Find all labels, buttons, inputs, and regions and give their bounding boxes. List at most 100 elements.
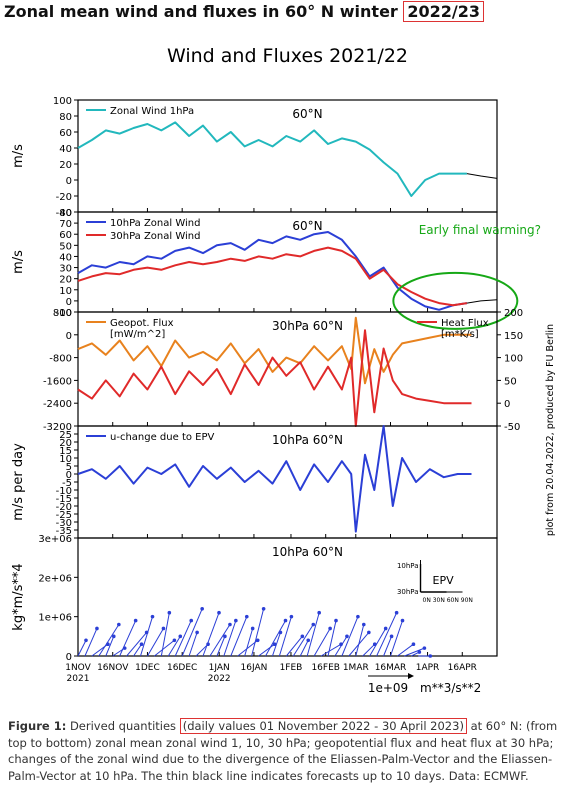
epv-arrowhead bbox=[411, 642, 416, 646]
epv-arrow bbox=[265, 620, 286, 657]
epv-arrowhead bbox=[356, 614, 360, 619]
y-tick-label: -35 bbox=[56, 526, 72, 537]
inset-bottom-label: 30hPa bbox=[397, 588, 419, 596]
y-tick-label: -40 bbox=[56, 208, 72, 219]
y-tick-label: -5 bbox=[62, 478, 72, 489]
x-year-label: 2021 bbox=[67, 674, 90, 684]
y-tick-label: 10 bbox=[59, 454, 72, 465]
panel-2 bbox=[74, 211, 519, 330]
epv-arrowhead bbox=[161, 626, 166, 631]
epv-arrowhead bbox=[133, 618, 138, 623]
epv-arrow bbox=[334, 636, 348, 657]
epv-arrowhead bbox=[223, 634, 227, 639]
legend-label: u-change due to EPV bbox=[110, 432, 215, 443]
y-tick-label: 15 bbox=[59, 446, 72, 457]
x-year-label: 2022 bbox=[208, 674, 231, 684]
y-tick-label: -10 bbox=[56, 308, 72, 319]
series-line bbox=[77, 425, 472, 533]
y-tick-label: 10 bbox=[59, 286, 72, 297]
epv-arrow bbox=[244, 628, 254, 657]
epv-arrowhead bbox=[244, 614, 249, 619]
epv-arrow bbox=[216, 636, 226, 657]
epv-arrowhead bbox=[389, 634, 394, 639]
epv-arrow bbox=[181, 608, 203, 657]
panel-label: 10hPa 60°N bbox=[272, 545, 343, 559]
epv-arrow bbox=[167, 636, 181, 657]
epv-arrow bbox=[133, 643, 142, 657]
epv-arrowhead bbox=[228, 622, 232, 627]
epv-arrow bbox=[98, 624, 120, 657]
y-tick-label: -20 bbox=[56, 192, 72, 203]
epv-arrowhead bbox=[334, 618, 338, 623]
x-tick-label: 16NOV bbox=[97, 663, 129, 673]
epv-arrowhead bbox=[117, 622, 121, 627]
y-tick-label: 1e+06 bbox=[38, 613, 72, 624]
epv-arrowhead bbox=[278, 630, 283, 635]
y-tick-label: -3200 bbox=[43, 422, 72, 433]
y-axis-label: m/s bbox=[11, 144, 26, 168]
x-tick-label: 16JAN bbox=[241, 663, 268, 673]
inset-x-labels: 0N 30N 60N 90N bbox=[423, 597, 473, 604]
legend-label: Geopot. Flux bbox=[110, 318, 174, 329]
epv-arrowhead bbox=[195, 630, 199, 635]
y-tick-label: 80 bbox=[59, 208, 72, 219]
inset-title: EPV bbox=[433, 574, 455, 587]
y-tick-label: -2400 bbox=[43, 399, 72, 410]
x-tick-label: 16FEB bbox=[311, 663, 340, 673]
legend-label: Heat Flux bbox=[441, 318, 489, 329]
epv-arrowhead bbox=[84, 638, 88, 643]
y-tick-label: -10 bbox=[56, 486, 72, 497]
epv-arrow bbox=[188, 632, 198, 657]
y-tick-label: 0 bbox=[66, 652, 72, 663]
epv-arrowhead bbox=[311, 622, 316, 627]
epv-arrowhead bbox=[111, 634, 116, 639]
epv-arrowhead bbox=[383, 626, 388, 631]
epv-arrow bbox=[362, 643, 376, 657]
epv-arrowhead bbox=[172, 638, 177, 643]
y-tick-label: 20 bbox=[59, 438, 72, 449]
right-y-tick-label: 100 bbox=[504, 354, 523, 365]
y-tick-label: 60 bbox=[59, 128, 72, 139]
epv-arrowhead bbox=[200, 607, 204, 611]
epv-arrowhead bbox=[139, 642, 144, 646]
title-year-highlight: 2022/23 bbox=[403, 1, 485, 22]
title-prefix: Zonal mean wind and fluxes in 60° N wint… bbox=[4, 2, 404, 21]
y-tick-label: 40 bbox=[59, 252, 72, 263]
epv-arrow bbox=[383, 636, 393, 657]
y-tick-label: -800 bbox=[49, 354, 72, 365]
epv-arrow bbox=[230, 616, 248, 657]
y-tick-label: -25 bbox=[56, 510, 72, 521]
y-tick-label: 800 bbox=[53, 308, 72, 319]
panel-label: 30hPa 60°N bbox=[272, 319, 343, 333]
y-tick-label: 0 bbox=[66, 297, 72, 308]
epv-arrowhead bbox=[400, 618, 405, 623]
epv-arrow bbox=[313, 628, 331, 657]
x-tick-label: 1DEC bbox=[135, 663, 160, 673]
epv-arrow bbox=[278, 616, 292, 657]
epv-arrow bbox=[223, 620, 237, 657]
y-axis-label: kg*m/s**4 bbox=[11, 563, 26, 630]
caption-pre: Derived quantities bbox=[69, 719, 180, 733]
y-tick-label: 3e+06 bbox=[38, 534, 72, 545]
y-tick-label: 0 bbox=[66, 470, 72, 481]
y-tick-label: 20 bbox=[59, 275, 72, 286]
epv-arrowhead bbox=[150, 614, 155, 619]
scale-units: m**3/s**2 bbox=[420, 681, 481, 695]
caption-body: at 60° N: (from top to bottom) zonal mea… bbox=[8, 719, 558, 784]
epv-arrow bbox=[105, 636, 115, 657]
epv-arrow bbox=[126, 632, 147, 657]
epv-arrow bbox=[390, 620, 403, 657]
epv-arrow bbox=[258, 643, 275, 657]
figure-caption: Figure 1: Derived quantities (daily valu… bbox=[8, 718, 564, 785]
epv-arrow bbox=[299, 640, 309, 657]
epv-arrow bbox=[202, 612, 220, 657]
epv-arrowhead bbox=[250, 626, 255, 631]
y-tick-label: 2e+06 bbox=[38, 573, 72, 584]
right-y-tick-label: -50 bbox=[504, 422, 520, 433]
x-tick-label: 1MAR bbox=[343, 663, 369, 673]
epv-arrowhead bbox=[300, 634, 305, 639]
caption-label: Figure 1: bbox=[8, 719, 67, 733]
legend-label: 30hPa Zonal Wind bbox=[110, 231, 200, 242]
forecast-line bbox=[466, 299, 498, 304]
epv-arrow bbox=[84, 628, 98, 657]
